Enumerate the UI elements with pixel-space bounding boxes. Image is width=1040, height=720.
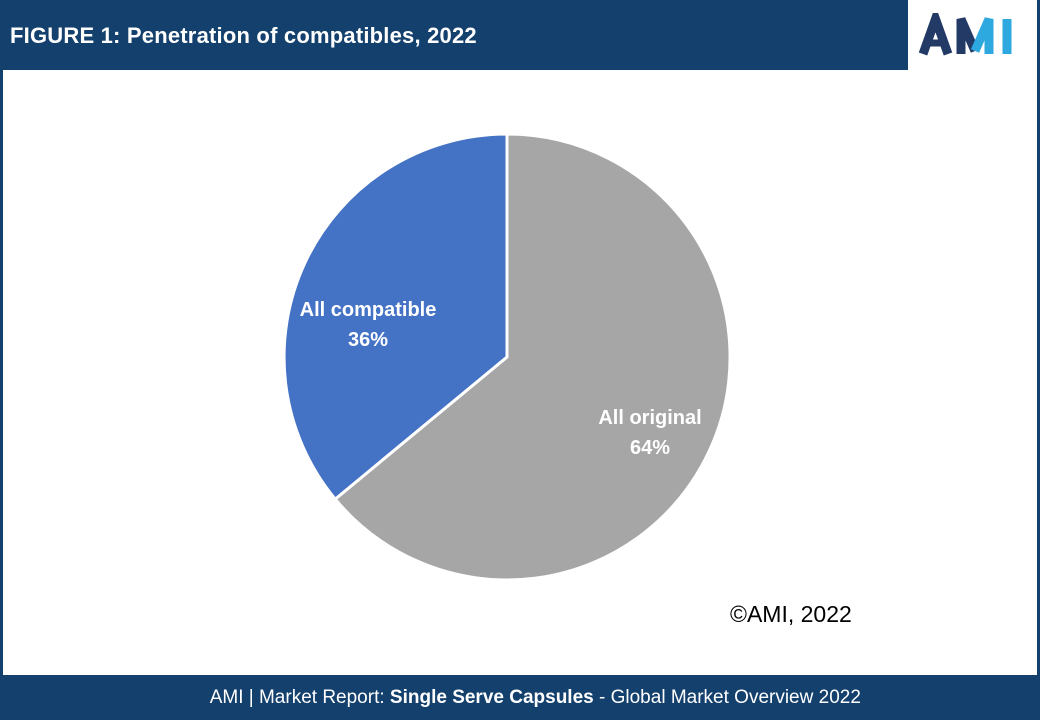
pie-slice-all-compatible [282,132,509,501]
footer-report-name: Single Serve Capsules [389,686,594,708]
footer-prefix: AMI | Market Report: [209,686,390,708]
pie-slice-all-original [333,132,732,582]
left-border [0,0,3,720]
figure-title: FIGURE 1: Penetration of compatibles, 20… [10,23,477,48]
ami-logo-icon [918,13,1011,56]
right-border [1037,0,1040,720]
pie-chart: All compatible 36% All original 64% [281,131,733,583]
footer-bar: AMI | Market Report: Single Serve Capsul… [0,675,1040,720]
slice-label-all-original: All original 64% [598,403,701,463]
footer-report-reference: AMI | Market Report: Single Serve Capsul… [179,665,861,720]
header-bar: FIGURE 1: Penetration of compatibles, 20… [0,0,1040,70]
footer-suffix: - Global Market Overview 2022 [593,686,861,708]
pie-chart-svg [282,132,732,582]
slice-label-name: All compatible [299,299,437,321]
ami-logo [908,0,1037,70]
slice-label-percent: 36% [347,329,389,351]
slice-label-name: All original [598,407,702,429]
copyright-note: ©AMI, 2022 [730,601,852,627]
slice-label-all-compatible: All compatible 36% [300,295,437,355]
slice-label-percent: 64% [629,437,671,459]
